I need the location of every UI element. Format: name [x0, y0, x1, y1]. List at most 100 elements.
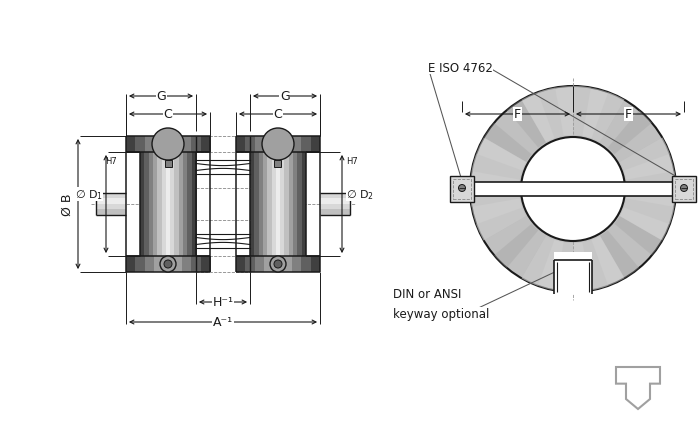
- Bar: [173, 137, 183, 153]
- Wedge shape: [555, 243, 573, 293]
- Bar: [166, 153, 171, 256]
- Bar: [191, 137, 201, 153]
- Wedge shape: [472, 155, 522, 180]
- Wedge shape: [494, 224, 538, 268]
- Circle shape: [680, 185, 687, 192]
- Bar: [126, 137, 136, 153]
- Bar: [140, 153, 145, 256]
- Bar: [170, 153, 175, 256]
- Circle shape: [270, 256, 286, 273]
- Bar: [183, 153, 188, 256]
- Text: F: F: [625, 108, 632, 121]
- Bar: [264, 137, 274, 153]
- Wedge shape: [522, 236, 624, 293]
- Bar: [145, 256, 155, 273]
- Bar: [201, 137, 211, 153]
- Bar: [236, 137, 246, 153]
- Text: G: G: [280, 90, 290, 103]
- Bar: [245, 137, 255, 153]
- Wedge shape: [507, 101, 546, 148]
- Bar: [280, 153, 285, 256]
- Text: keyway optional: keyway optional: [393, 308, 489, 321]
- Bar: [191, 256, 201, 273]
- Wedge shape: [538, 89, 564, 139]
- Bar: [188, 153, 193, 256]
- Bar: [293, 153, 298, 256]
- Bar: [264, 256, 274, 273]
- Bar: [320, 198, 350, 204]
- Text: E ISO 4762: E ISO 4762: [428, 61, 493, 74]
- Wedge shape: [624, 199, 674, 225]
- Bar: [154, 256, 164, 273]
- Wedge shape: [484, 124, 531, 163]
- Wedge shape: [470, 190, 520, 207]
- Bar: [273, 256, 284, 273]
- Bar: [144, 153, 149, 256]
- Bar: [672, 177, 696, 203]
- Circle shape: [274, 260, 282, 268]
- Wedge shape: [600, 231, 639, 279]
- Circle shape: [470, 87, 676, 293]
- Bar: [255, 137, 265, 153]
- Bar: [162, 153, 167, 256]
- Text: H7: H7: [346, 156, 358, 165]
- Bar: [196, 153, 250, 256]
- Bar: [284, 153, 289, 256]
- Bar: [465, 183, 681, 197]
- Bar: [311, 256, 321, 273]
- Bar: [298, 153, 302, 256]
- Text: A⁻¹: A⁻¹: [213, 316, 233, 329]
- Wedge shape: [615, 217, 662, 256]
- Text: H7: H7: [105, 156, 117, 165]
- Circle shape: [160, 256, 176, 273]
- Bar: [96, 193, 126, 199]
- Bar: [245, 256, 255, 273]
- Bar: [126, 256, 136, 273]
- Wedge shape: [582, 240, 608, 291]
- Bar: [272, 153, 276, 256]
- Wedge shape: [592, 93, 624, 143]
- Circle shape: [521, 138, 625, 241]
- Bar: [675, 180, 693, 200]
- Bar: [174, 153, 179, 256]
- Text: G: G: [156, 90, 166, 103]
- Wedge shape: [620, 138, 670, 171]
- Wedge shape: [476, 208, 526, 241]
- Bar: [302, 153, 307, 256]
- Text: C: C: [274, 108, 282, 121]
- Bar: [255, 256, 265, 273]
- Bar: [135, 137, 145, 153]
- Bar: [263, 153, 267, 256]
- Wedge shape: [522, 236, 554, 286]
- Text: $\varnothing$ D$_1$: $\varnothing$ D$_1$: [75, 187, 103, 201]
- Wedge shape: [626, 172, 676, 190]
- Bar: [276, 153, 281, 256]
- Bar: [311, 137, 321, 153]
- Bar: [158, 153, 162, 256]
- Polygon shape: [616, 367, 660, 409]
- Bar: [274, 161, 281, 168]
- Bar: [301, 137, 312, 153]
- Bar: [320, 193, 350, 199]
- Bar: [273, 137, 284, 153]
- Circle shape: [458, 185, 466, 192]
- Bar: [163, 137, 173, 153]
- Bar: [164, 161, 172, 168]
- Bar: [258, 153, 263, 256]
- Wedge shape: [620, 138, 676, 241]
- Circle shape: [262, 129, 294, 161]
- Bar: [453, 180, 471, 200]
- Bar: [292, 137, 302, 153]
- Bar: [289, 153, 293, 256]
- Text: DIN or ANSI: DIN or ANSI: [393, 288, 461, 301]
- Wedge shape: [522, 87, 624, 143]
- Wedge shape: [608, 111, 652, 155]
- Bar: [145, 137, 155, 153]
- Bar: [320, 210, 350, 216]
- Text: $\varnothing$ D$_2$: $\varnothing$ D$_2$: [346, 187, 374, 201]
- Bar: [192, 153, 197, 256]
- Bar: [182, 256, 192, 273]
- Bar: [450, 177, 474, 203]
- Bar: [554, 253, 592, 294]
- Bar: [283, 137, 293, 153]
